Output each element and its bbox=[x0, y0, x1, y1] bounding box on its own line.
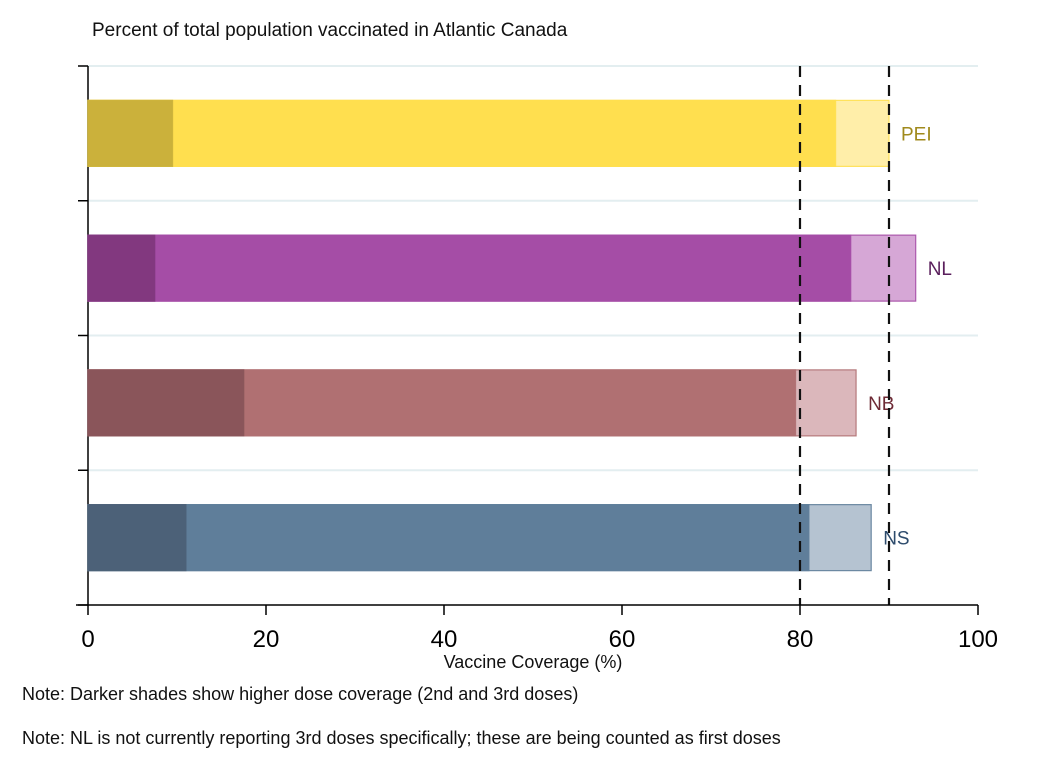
bar-label-nb: NB bbox=[868, 394, 894, 415]
note-nl-reporting: Note: NL is not currently reporting 3rd … bbox=[22, 728, 781, 748]
bar-nl-3rd-dose bbox=[87, 234, 156, 302]
x-tick-label: 0 bbox=[81, 626, 94, 653]
bar-nb-3rd-dose bbox=[87, 369, 245, 437]
x-tick-label: 40 bbox=[431, 626, 458, 653]
x-tick-label: 80 bbox=[787, 626, 814, 653]
bar-ns-2nd-dose bbox=[87, 504, 810, 572]
x-tick-label: 60 bbox=[609, 626, 636, 653]
chart-title: Percent of total population vaccinated i… bbox=[92, 20, 568, 41]
bar-label-nl: NL bbox=[928, 259, 952, 280]
x-tick-label: 20 bbox=[253, 626, 280, 653]
bar-ns-3rd-dose bbox=[87, 504, 187, 572]
x-axis-label: Vaccine Coverage (%) bbox=[443, 652, 623, 672]
bar-label-pei: PEI bbox=[901, 124, 932, 145]
bar-label-ns: NS bbox=[883, 529, 909, 550]
bar-nl-2nd-dose bbox=[87, 234, 852, 302]
bar-pei-2nd-dose bbox=[87, 99, 837, 167]
bar-pei-3rd-dose bbox=[87, 99, 174, 167]
x-tick-label: 100 bbox=[958, 626, 998, 653]
note-dose-shades: Note: Darker shades show higher dose cov… bbox=[22, 684, 579, 704]
